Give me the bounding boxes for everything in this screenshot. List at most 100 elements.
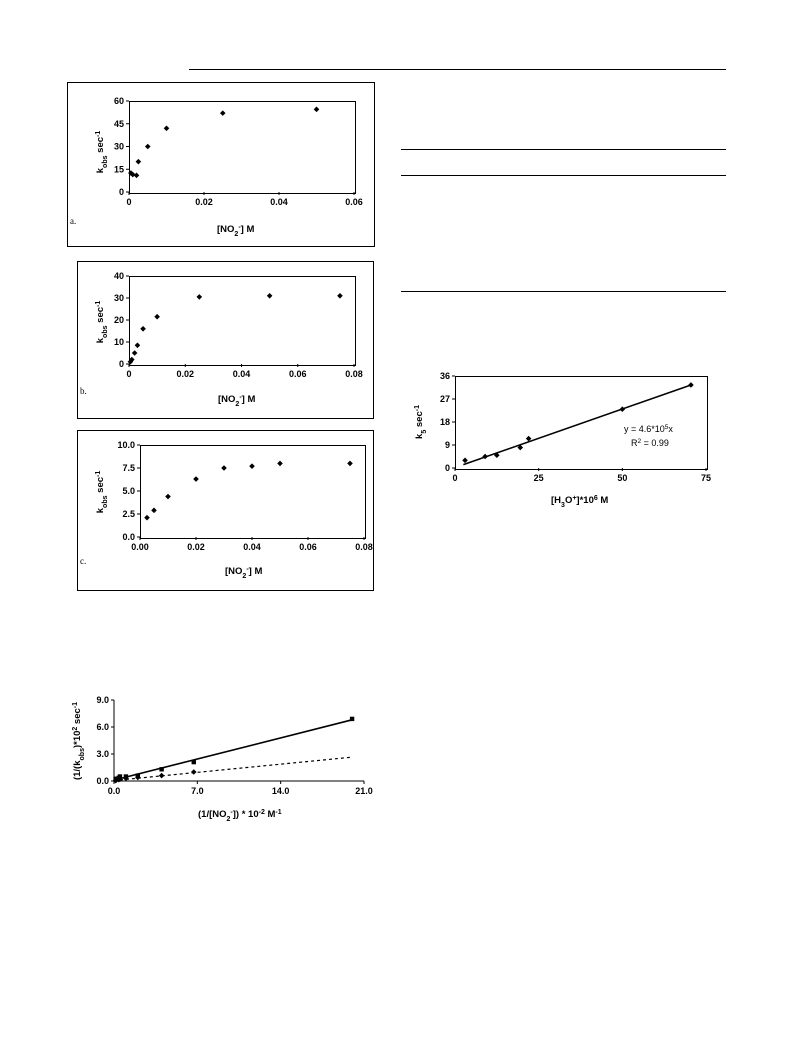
data-point <box>163 125 170 132</box>
x-tick-label: 50 <box>617 473 627 483</box>
data-point <box>151 507 157 514</box>
data-point <box>249 463 255 469</box>
data-point <box>219 110 226 116</box>
data-point <box>134 342 141 349</box>
y-tick-label: 9 <box>445 440 450 450</box>
x-tick-label: 0.08 <box>355 542 373 552</box>
x-tick-label: 21.0 <box>355 786 373 796</box>
chart-c-plot-frame <box>140 445 366 539</box>
x-tick-label: 0.04 <box>243 542 261 552</box>
data-point <box>462 457 468 464</box>
table-rule-top <box>401 149 726 150</box>
x-tick-label: 14.0 <box>272 786 290 796</box>
x-tick-label: 0 <box>126 197 131 207</box>
data-point <box>123 775 129 782</box>
y-tick-label: 0.0 <box>122 532 135 542</box>
y-tick-label: 18 <box>440 417 450 427</box>
fit-line <box>113 719 353 781</box>
x-tick-label: 0.04 <box>233 369 251 379</box>
y-tick-label: 36 <box>440 371 450 381</box>
y-tick-label: 3.0 <box>96 749 109 759</box>
data-point <box>144 143 151 150</box>
chart-c-panel <box>77 430 374 591</box>
data-point-square <box>191 759 196 765</box>
data-point <box>129 356 135 363</box>
data-point <box>135 774 141 781</box>
data-point <box>517 444 524 451</box>
chart-c-panel-label: c. <box>80 556 86 566</box>
x-tick-label: 0.0 <box>108 786 121 796</box>
data-point <box>190 769 197 775</box>
data-point <box>619 406 626 413</box>
x-tick-label: 75 <box>701 473 711 483</box>
data-point <box>221 465 227 471</box>
data-point <box>117 776 123 782</box>
chart-b-x-label: [NO2-] M <box>218 394 255 408</box>
chart-h3o-equation: y = 4.6*105x <box>624 424 673 435</box>
chart-b-plot-frame <box>129 276 356 366</box>
y-tick-label: 10 <box>114 337 124 347</box>
y-tick-label: 6.0 <box>96 722 109 732</box>
y-tick-label: 0.0 <box>96 776 109 786</box>
x-tick-label: 0.06 <box>299 542 317 552</box>
y-tick-label: 2.5 <box>122 509 135 519</box>
data-point <box>158 772 165 779</box>
data-point <box>129 171 136 178</box>
x-tick-label: 0.06 <box>345 197 363 207</box>
table-rule-mid <box>401 175 726 176</box>
chart-b-panel <box>77 261 374 419</box>
y-tick-label: 30 <box>114 142 124 152</box>
x-tick-label: 0.04 <box>270 197 288 207</box>
chart-h3o-y-label: k5 sec-1 <box>414 405 428 439</box>
x-tick-label: 0.00 <box>131 542 149 552</box>
data-point <box>196 294 203 300</box>
x-tick-label: 0.02 <box>195 197 213 207</box>
data-point <box>154 313 160 320</box>
data-point <box>313 106 320 113</box>
data-point <box>266 293 273 299</box>
data-point <box>494 452 500 459</box>
chart-a-panel <box>67 82 375 247</box>
chart-a-x-label: [NO2-] M <box>217 224 254 238</box>
data-point <box>133 172 140 179</box>
data-point-square <box>159 767 164 772</box>
data-point <box>165 493 171 500</box>
data-point <box>482 453 488 460</box>
data-point <box>131 350 138 356</box>
y-tick-label: 15 <box>114 164 124 174</box>
chart-a-plot-frame <box>129 101 356 194</box>
header-rule <box>189 69 726 70</box>
chart-c-x-label: [NO2-] M <box>225 566 262 580</box>
x-tick-label: 0 <box>126 369 131 379</box>
data-point <box>337 293 343 299</box>
x-tick-label: 25 <box>534 473 544 483</box>
x-tick-label: 0.08 <box>345 369 363 379</box>
y-tick-label: 30 <box>114 293 124 303</box>
x-tick-label: 0 <box>452 473 457 483</box>
y-tick-label: 5.0 <box>122 486 135 496</box>
y-tick-label: 60 <box>114 96 124 106</box>
fit-line <box>113 756 353 782</box>
y-tick-label: 7.5 <box>122 463 135 473</box>
chart-h3o-x-label: [H3O+]*106 M <box>551 495 608 509</box>
x-tick-label: 7.0 <box>191 786 204 796</box>
fit-line <box>463 384 692 466</box>
x-tick-label: 0.02 <box>187 542 205 552</box>
y-tick-label: 10.0 <box>117 440 135 450</box>
chart-b-panel-label: b. <box>80 386 87 396</box>
x-tick-label: 0.06 <box>289 369 307 379</box>
data-point <box>144 514 150 521</box>
y-tick-label: 0 <box>119 359 124 369</box>
y-tick-label: 40 <box>114 271 124 281</box>
data-point <box>347 460 353 467</box>
data-point-square <box>349 716 355 722</box>
y-tick-label: 0 <box>119 187 124 197</box>
y-tick-label: 0 <box>445 463 450 473</box>
chart-a-panel-label: a. <box>70 216 76 226</box>
y-tick-label: 20 <box>114 315 124 325</box>
